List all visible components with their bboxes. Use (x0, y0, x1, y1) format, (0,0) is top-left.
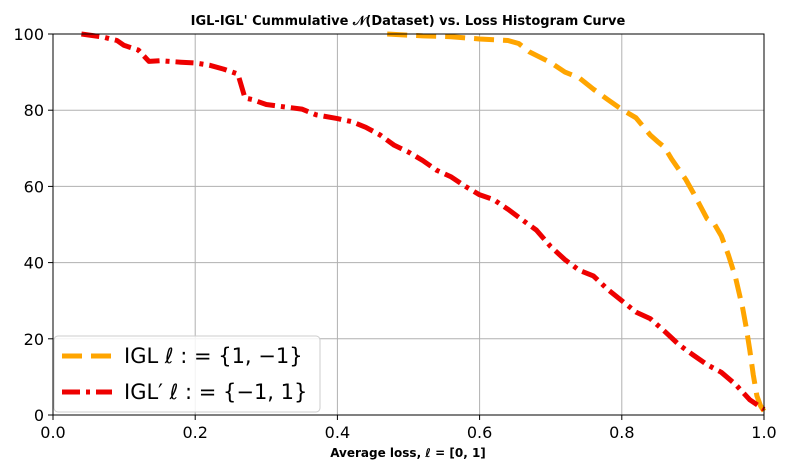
legend-label-igl: IGL ℓ : = {1, −1} (124, 344, 303, 368)
legend-label-igl-prime: IGL′ ℓ : = {−1, 1} (124, 380, 307, 404)
y-tick-label: 40 (24, 254, 44, 273)
tick-marks (48, 33, 765, 420)
chart-title: IGL-IGL' Cummulative 𝒩(Dataset) vs. Loss… (191, 14, 626, 29)
y-tick-label: 0 (34, 406, 44, 425)
legend: IGL ℓ : = {1, −1} IGL′ ℓ : = {−1, 1} (53, 335, 321, 413)
y-tick-label: 60 (24, 177, 44, 196)
x-tick-label: 1.0 (751, 423, 776, 442)
y-tick-label: 20 (24, 330, 44, 349)
y-tick-label: 80 (24, 101, 44, 120)
x-axis-label: Average loss, ℓ = [0, 1] (330, 446, 486, 460)
legend-frame (53, 335, 321, 413)
series-layer (81, 31, 767, 413)
x-tick-label: 0.6 (467, 423, 492, 442)
x-tick-label: 0.2 (182, 423, 207, 442)
y-tick-label: 100 (13, 25, 44, 44)
x-tick-label: 0.8 (609, 423, 634, 442)
x-tick-label: 0.0 (40, 423, 65, 442)
series-line-1 (81, 31, 766, 412)
series-line-0 (387, 31, 767, 413)
plot-frame (52, 33, 765, 416)
x-tick-label: 0.4 (325, 423, 350, 442)
